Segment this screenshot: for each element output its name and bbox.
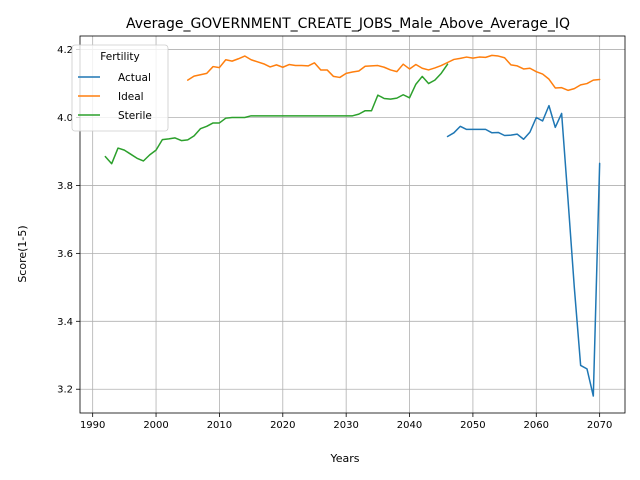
series-line-ideal [186,54,601,92]
y-tick-label: 3.6 [57,249,73,260]
legend-title: Fertility [100,51,139,63]
series-lines [104,54,601,397]
x-axis-label: Years [329,452,359,465]
y-axis-label: Score(1-5) [16,225,29,282]
grid-lines [80,36,625,413]
legend-entries: Actual Ideal Sterile [78,72,152,122]
x-axis-ticks: 1990 2000 2010 2020 2030 2040 2050 2060 2070 [80,413,612,431]
legend-box [71,44,169,132]
y-tick-label: 3.2 [57,385,73,396]
y-tick-label: 4.0 [57,113,73,124]
legend-label-actual: Actual [118,72,151,84]
series-line-actual [446,104,601,397]
x-tick-label: 2040 [397,420,422,431]
x-tick-label: 2050 [460,420,485,431]
plot-area-frame [79,35,626,414]
x-tick-label: 2070 [587,420,612,431]
x-tick-label: 2010 [207,420,232,431]
x-tick-label: 1990 [80,420,105,431]
series-line-sterile [104,63,449,165]
x-tick-label: 2000 [143,420,168,431]
x-tick-label: 2060 [524,420,549,431]
y-tick-label: 3.8 [57,181,73,192]
legend-label-ideal: Ideal [118,91,144,103]
y-tick-label: 3.4 [57,317,73,328]
x-tick-label: 2030 [333,420,358,431]
x-tick-label: 2020 [270,420,295,431]
legend-label-sterile: Sterile [118,110,152,122]
y-tick-label: 4.2 [57,45,73,56]
chart-title: Average_GOVERNMENT_CREATE_JOBS_Male_Abov… [126,16,570,32]
legend: Fertility Actual Ideal Sterile [71,44,169,132]
